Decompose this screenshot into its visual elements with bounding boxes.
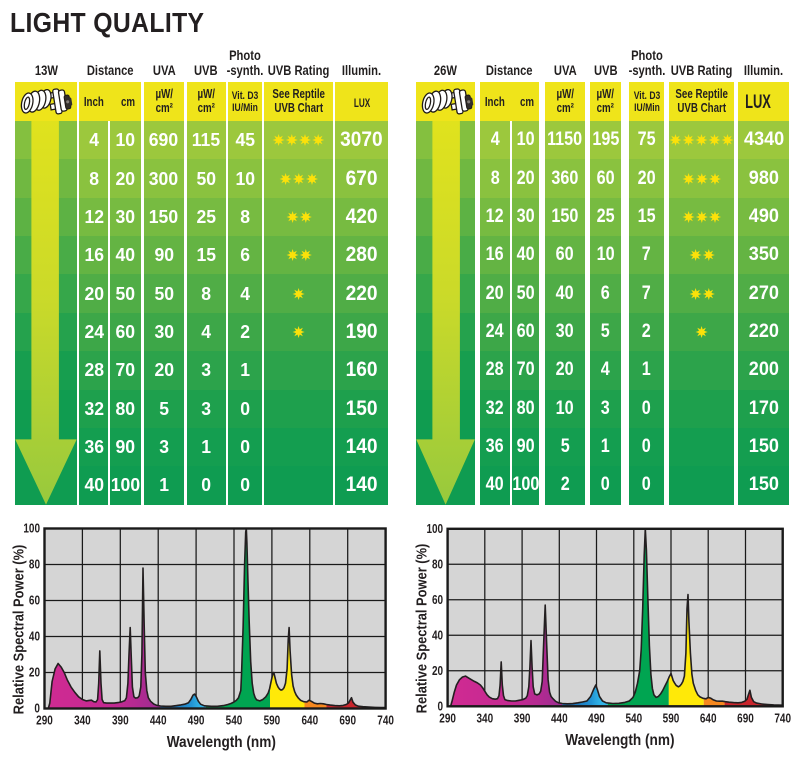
svg-text:Wavelength (nm): Wavelength (nm) — [167, 734, 276, 751]
svg-text:590: 590 — [663, 712, 680, 725]
svg-text:Relative Spectral Power (%): Relative Spectral Power (%) — [413, 544, 430, 714]
svg-text:340: 340 — [74, 715, 91, 728]
svg-text:40: 40 — [29, 631, 40, 644]
svg-text:80: 80 — [29, 559, 40, 572]
svg-text:100: 100 — [426, 523, 443, 536]
svg-text:490: 490 — [588, 712, 605, 725]
svg-text:390: 390 — [514, 712, 531, 725]
svg-text:440: 440 — [150, 715, 167, 728]
svg-text:740: 740 — [377, 715, 394, 728]
svg-text:60: 60 — [29, 595, 40, 608]
svg-text:290: 290 — [439, 712, 456, 725]
svg-text:690: 690 — [737, 712, 754, 725]
svg-text:740: 740 — [774, 712, 791, 725]
svg-text:80: 80 — [432, 559, 443, 572]
svg-text:20: 20 — [29, 667, 40, 680]
svg-text:0: 0 — [438, 701, 444, 714]
svg-text:440: 440 — [551, 712, 568, 725]
svg-text:390: 390 — [112, 715, 129, 728]
svg-text:40: 40 — [432, 630, 443, 643]
svg-text:20: 20 — [432, 665, 443, 678]
svg-text:640: 640 — [301, 715, 318, 728]
svg-text:690: 690 — [339, 715, 356, 728]
svg-text:0: 0 — [34, 703, 40, 716]
svg-text:540: 540 — [226, 715, 243, 728]
svg-text:540: 540 — [625, 712, 642, 725]
svg-text:Wavelength (nm): Wavelength (nm) — [565, 732, 674, 749]
svg-text:490: 490 — [188, 715, 205, 728]
svg-text:290: 290 — [36, 715, 53, 728]
svg-text:590: 590 — [264, 715, 281, 728]
svg-text:Relative Spectral Power (%): Relative Spectral Power (%) — [10, 545, 27, 715]
svg-text:340: 340 — [476, 712, 493, 725]
svg-text:640: 640 — [700, 712, 717, 725]
svg-text:60: 60 — [432, 594, 443, 607]
svg-text:100: 100 — [23, 523, 40, 536]
